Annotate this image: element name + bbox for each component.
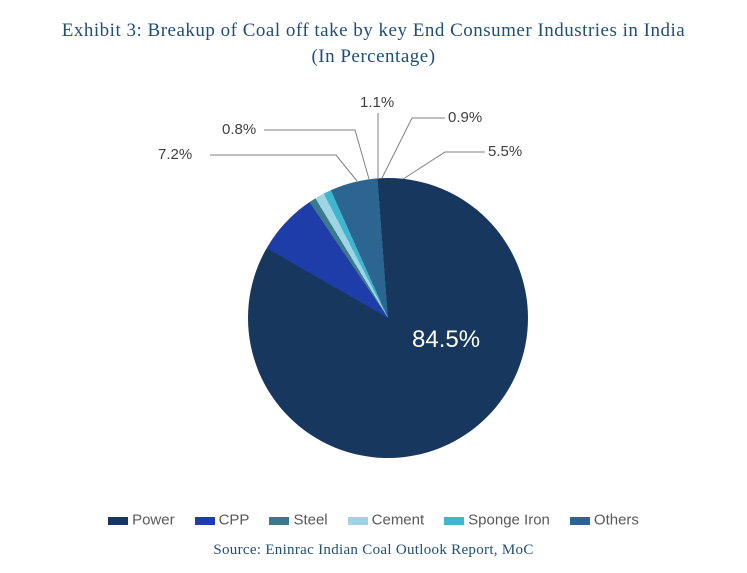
source-text: Source: Eninrac Indian Coal Outlook Repo…	[0, 542, 747, 559]
legend: Power CPP Steel Cement Sponge Iron Others	[0, 511, 747, 529]
legend-label: Steel	[293, 512, 327, 529]
legend-label: Cement	[372, 512, 425, 529]
legend-swatch	[570, 517, 590, 525]
legend-label: Sponge Iron	[468, 512, 550, 529]
legend-item: Steel	[269, 511, 327, 529]
label-others: 5.5%	[488, 143, 522, 160]
label-steel: 0.8%	[222, 121, 256, 138]
chart-area: 7.2% 0.8% 1.1% 0.9% 5.5% 84.5%	[0, 100, 747, 480]
chart-title: Exhibit 3: Breakup of Coal off take by k…	[0, 0, 747, 69]
label-cement: 1.1%	[360, 94, 394, 111]
legend-item: Others	[570, 511, 639, 529]
legend-item: Sponge Iron	[444, 511, 550, 529]
legend-label: CPP	[219, 512, 250, 529]
label-power: 84.5%	[412, 326, 480, 354]
label-cpp: 7.2%	[158, 146, 192, 163]
legend-label: Others	[594, 512, 639, 529]
legend-swatch	[348, 517, 368, 525]
label-sponge-iron: 0.9%	[448, 109, 482, 126]
legend-item: Power	[108, 511, 175, 529]
legend-swatch	[195, 517, 215, 525]
legend-label: Power	[132, 512, 175, 529]
legend-item: CPP	[195, 511, 250, 529]
pie-chart	[248, 178, 528, 458]
legend-swatch	[108, 517, 128, 525]
legend-item: Cement	[348, 511, 425, 529]
legend-swatch	[444, 517, 464, 525]
legend-swatch	[269, 517, 289, 525]
